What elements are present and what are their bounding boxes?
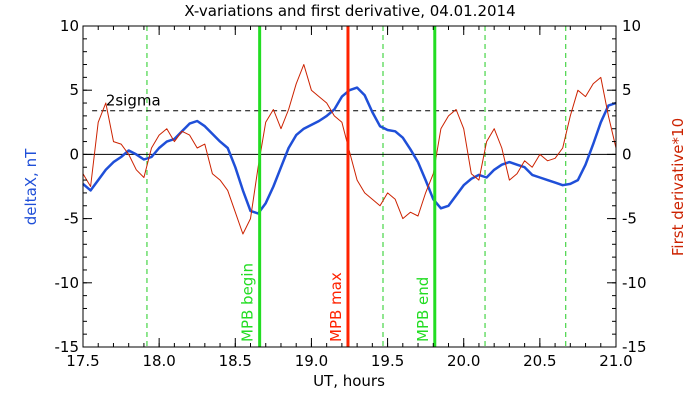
y-tick-label-left: 10 [60,17,79,35]
x-tick-label: 19.0 [295,352,328,370]
marker-label: MPB end [414,277,432,342]
y-tick-label-left: -15 [55,338,80,356]
x-tick-label: 18.0 [142,352,175,370]
marker-label: MPB begin [239,263,257,342]
y-tick-label-left: -10 [55,274,80,292]
plot-area: 2sigma MPB begin MPB max MPB end [82,26,617,347]
y-tick-label-left: 0 [69,145,79,163]
x-tick-label: 20.0 [447,352,480,370]
y-tick-label-left: 5 [69,81,79,99]
x-tick-label: 19.5 [371,352,404,370]
chart-title: X-variations and first derivative, 04.01… [184,2,515,20]
y-axis-title-left: deltaX, nT [22,148,40,225]
y-tick-label-left: -5 [64,210,79,228]
axes: 17.5 18.0 18.5 19.0 19.5 20.0 20.5 21.0-15 -15-1… [55,17,647,370]
derivative-line [82,64,617,235]
y-tick-label-right: 0 [622,145,632,163]
x-tick-label: 17.5 [66,352,99,370]
x-tick-label: 20.5 [523,352,556,370]
x-tick-label: 21.0 [599,352,632,370]
plot-frame [82,25,617,348]
y-tick-label-right: -10 [622,274,647,292]
marker-label: MPB max [327,272,345,342]
x-axis-title: UT, hours [313,372,385,390]
y-axis-title-right: First derivative*10 [669,118,687,256]
deltax-line [82,86,617,215]
x-tick-label: 18.5 [219,352,252,370]
y-tick-label-right: 10 [622,17,641,35]
y-tick-label-right: 5 [622,81,632,99]
y-tick-label-right: -15 [622,338,647,356]
y-tick-label-right: -5 [622,210,637,228]
sigma-label: 2sigma [106,92,161,110]
